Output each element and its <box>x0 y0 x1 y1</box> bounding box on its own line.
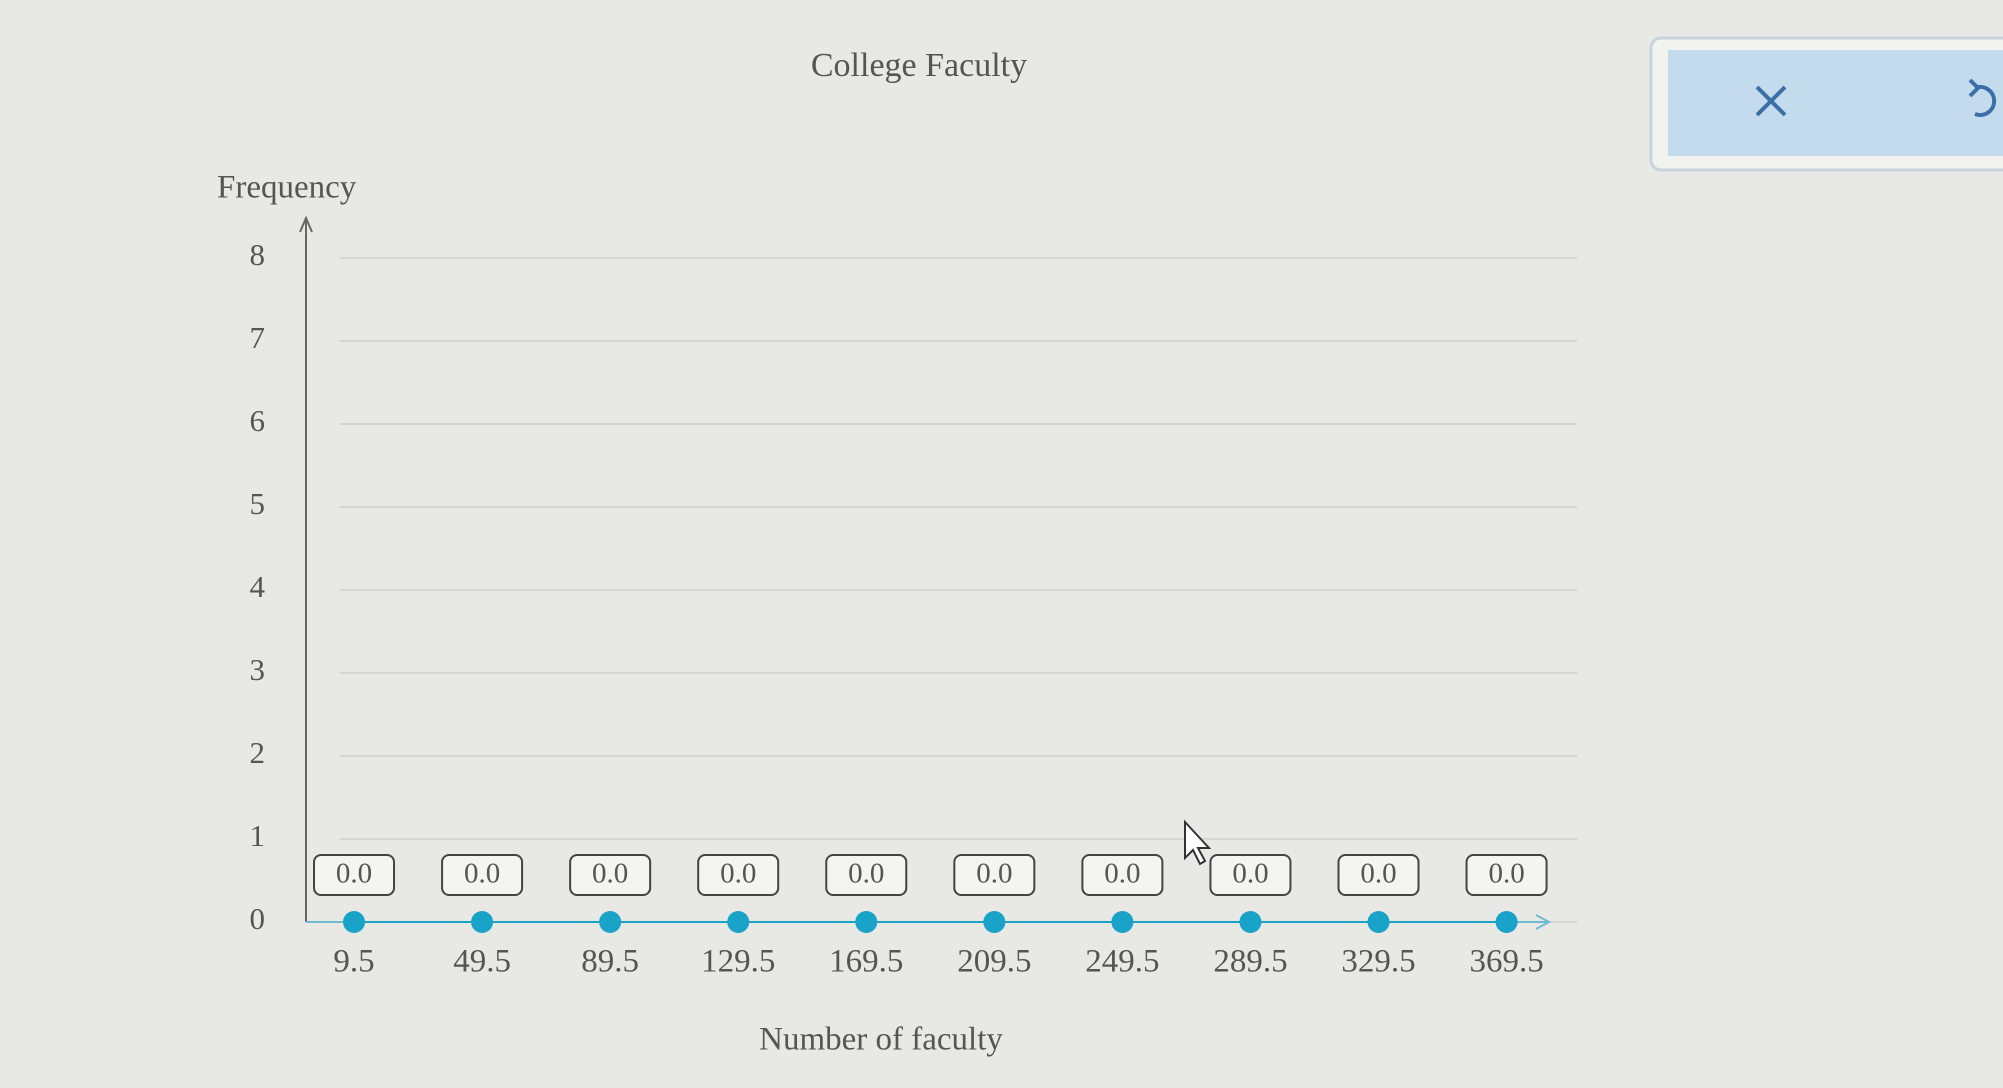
value-label: 0.0 <box>1488 858 1524 890</box>
y-tick-label: 5 <box>250 486 266 521</box>
x-tick-label: 169.5 <box>829 944 903 980</box>
value-box[interactable] <box>1465 854 1548 896</box>
y-axis-arrow <box>299 215 313 233</box>
chart-title: College Faculty <box>811 47 1027 84</box>
y-tick-label: 2 <box>250 735 266 770</box>
point[interactable] <box>1111 911 1134 933</box>
value-box[interactable] <box>441 854 524 896</box>
y-tick-label: 3 <box>250 652 266 687</box>
toolbar <box>1649 36 2003 172</box>
x-axis-arrow <box>1535 914 1552 930</box>
x-tick-label: 209.5 <box>957 944 1031 980</box>
x-tick-label: 9.5 <box>333 944 374 980</box>
x-tick-label: 249.5 <box>1085 944 1159 980</box>
x-tick-label: 89.5 <box>581 944 639 980</box>
value-box[interactable] <box>1337 854 1420 896</box>
x-tick-label: 129.5 <box>701 944 775 980</box>
point[interactable] <box>599 911 622 933</box>
y-tick-label: 4 <box>250 569 266 604</box>
cursor <box>1184 819 1212 866</box>
point[interactable] <box>727 911 750 933</box>
value-label: 0.0 <box>1232 858 1268 890</box>
x-tick-label: 329.5 <box>1341 944 1415 980</box>
x-tick-label: 49.5 <box>453 944 511 980</box>
y-tick-label: 1 <box>250 818 266 853</box>
point[interactable] <box>471 911 494 933</box>
clear-icon <box>1755 85 1787 117</box>
point[interactable] <box>1367 911 1390 933</box>
value-box[interactable] <box>697 854 780 896</box>
point[interactable] <box>1495 911 1518 933</box>
value-box[interactable] <box>1209 854 1292 896</box>
value-label: 0.0 <box>464 858 500 890</box>
y-tick-label: 6 <box>250 403 266 438</box>
value-box[interactable] <box>953 854 1036 896</box>
value-label: 0.0 <box>976 858 1012 890</box>
undo-icon <box>1974 85 1997 117</box>
x-tick-label: 369.5 <box>1469 944 1543 980</box>
undo-icon <box>1968 78 1981 98</box>
value-label: 0.0 <box>592 858 628 890</box>
point[interactable] <box>343 911 366 933</box>
value-label: 0.0 <box>336 858 372 890</box>
undo-button[interactable] <box>1968 78 1997 117</box>
point[interactable] <box>855 911 878 933</box>
y-tick-label: 0 <box>250 901 266 936</box>
y-axis-title: Frequency <box>217 170 357 206</box>
y-tick-label: 8 <box>250 237 266 272</box>
point[interactable] <box>983 911 1006 933</box>
value-label: 0.0 <box>1104 858 1140 890</box>
value-box[interactable] <box>1081 854 1164 896</box>
x-axis-title: Number of faculty <box>759 1022 1003 1058</box>
y-tick-label: 7 <box>250 320 266 355</box>
value-label: 0.0 <box>1360 858 1396 890</box>
toolbar-panel <box>1668 50 2003 156</box>
point[interactable] <box>1239 911 1262 933</box>
value-label: 0.0 <box>720 858 756 890</box>
value-box[interactable] <box>825 854 908 896</box>
value-box[interactable] <box>569 854 652 896</box>
clear-button[interactable] <box>1755 85 1787 117</box>
value-label: 0.0 <box>848 858 884 890</box>
x-tick-label: 289.5 <box>1213 944 1287 980</box>
value-box[interactable] <box>313 854 396 896</box>
